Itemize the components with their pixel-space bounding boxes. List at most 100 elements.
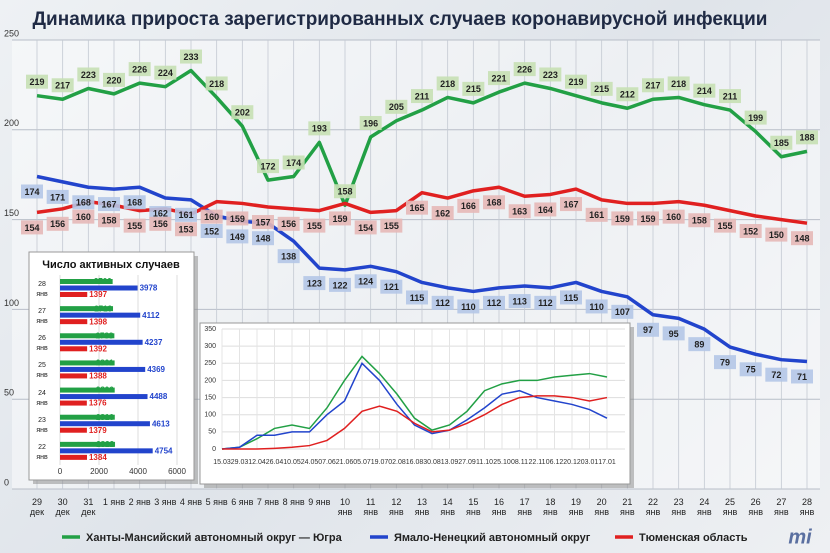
data-label: 168: [76, 198, 91, 208]
bar: [60, 414, 115, 420]
label-box: [46, 216, 69, 231]
x-tick-label: 05.07: [353, 459, 371, 466]
label-box: [560, 290, 582, 305]
data-label: 212: [620, 90, 635, 100]
data-label: 158: [692, 216, 707, 226]
label-box: [662, 326, 685, 341]
data-label: 121: [384, 282, 399, 292]
data-label: 150: [769, 230, 784, 240]
x-tick-label: 22 янв: [645, 497, 661, 517]
x-tick-label: 0: [58, 467, 63, 476]
data-label: 215: [594, 84, 609, 94]
label-box: [98, 213, 120, 228]
label-box: [334, 184, 356, 199]
data-label: 159: [640, 214, 655, 224]
x-tick-label: 29 дек: [29, 497, 45, 517]
label-box: [560, 197, 582, 212]
data-label: 226: [132, 64, 147, 74]
label-box: [200, 209, 223, 224]
x-tick-label: 17.01: [598, 459, 616, 466]
label-box: [739, 362, 762, 377]
bar: [60, 454, 87, 460]
label-box: [21, 184, 43, 199]
x-tick-label: 6000: [168, 467, 186, 476]
data-label: 219: [29, 77, 44, 87]
data-label: 167: [563, 199, 578, 209]
bar: [60, 312, 141, 318]
label-box: [431, 206, 454, 221]
data-label: 218: [671, 79, 686, 89]
data-label: 157: [255, 217, 270, 227]
label-box: [508, 294, 531, 309]
data-label: 221: [491, 73, 506, 83]
label-box: [791, 369, 813, 384]
data-label: 226: [517, 64, 532, 74]
x-tick-label: 21.06: [336, 459, 354, 466]
label-box: [282, 155, 305, 170]
data-label: 217: [55, 81, 70, 91]
x-tick-label: 29.03: [231, 459, 249, 466]
x-tick-label: 1 янв: [102, 497, 126, 507]
label-box: [611, 211, 634, 226]
data-label: 172: [260, 161, 275, 171]
label-box: [642, 78, 664, 93]
label-box: [175, 207, 197, 222]
data-label: 2788: [96, 331, 114, 340]
data-label: 160: [204, 212, 219, 222]
data-label: 233: [183, 52, 198, 62]
x-tick-label: 11 янв: [363, 497, 378, 517]
label-box: [257, 159, 279, 174]
label-box: [693, 83, 716, 98]
y-tick-label: 150: [4, 208, 19, 218]
bar: [60, 400, 87, 406]
data-label: 115: [410, 293, 425, 303]
x-tick-label: 14 янв: [440, 497, 455, 517]
label-box: [688, 337, 711, 352]
x-tick-label: 2 янв: [128, 497, 151, 507]
data-label: 164: [538, 205, 553, 215]
label-box: [457, 198, 480, 213]
data-label: 148: [794, 234, 809, 244]
bar: [60, 285, 138, 291]
data-label: 196: [363, 118, 378, 128]
x-tick-label: 25 янв: [722, 497, 738, 517]
y-tick-label: 50: [208, 429, 216, 436]
y-tick-label: 150: [204, 394, 216, 401]
chart-title: Динамика прироста зарегистрированных слу…: [33, 9, 768, 30]
data-label: 110: [589, 302, 604, 312]
data-label: 2700: [94, 277, 112, 286]
bar: [60, 319, 88, 325]
data-label: 112: [435, 298, 450, 308]
x-tick-label: 07.06: [318, 459, 336, 466]
label-box: [149, 216, 172, 231]
label-box: [483, 195, 505, 210]
x-tick-label: 20 янв: [594, 497, 609, 517]
data-label: 188: [799, 133, 814, 143]
data-label: 1397: [89, 290, 107, 299]
data-label: 218: [440, 79, 455, 89]
label-box: [123, 195, 146, 210]
label-box: [231, 105, 254, 120]
data-label: 219: [568, 77, 583, 87]
label-box: [51, 78, 74, 93]
data-label: 112: [487, 298, 502, 308]
data-label: 148: [255, 234, 270, 244]
data-label: 218: [209, 79, 224, 89]
x-tick-label: 18 янв: [543, 497, 558, 517]
data-label: 155: [307, 221, 322, 231]
data-label: 153: [178, 225, 193, 235]
bar: [60, 427, 87, 433]
data-label: 4369: [147, 365, 165, 374]
data-label: 152: [743, 226, 758, 236]
data-label: 4112: [142, 311, 160, 320]
data-label: 1376: [89, 399, 107, 408]
label-box: [462, 81, 485, 96]
data-label: 161: [178, 210, 193, 220]
data-label: 156: [153, 219, 168, 229]
legend-label: Ханты-Мансийский автономный округ — Югра: [86, 532, 343, 544]
legend-label: Ямало-Ненецкий автономный округ: [394, 532, 591, 544]
label-box: [226, 229, 249, 244]
data-label: 2806: [96, 386, 114, 395]
x-tick-label: 27.09: [458, 459, 476, 466]
